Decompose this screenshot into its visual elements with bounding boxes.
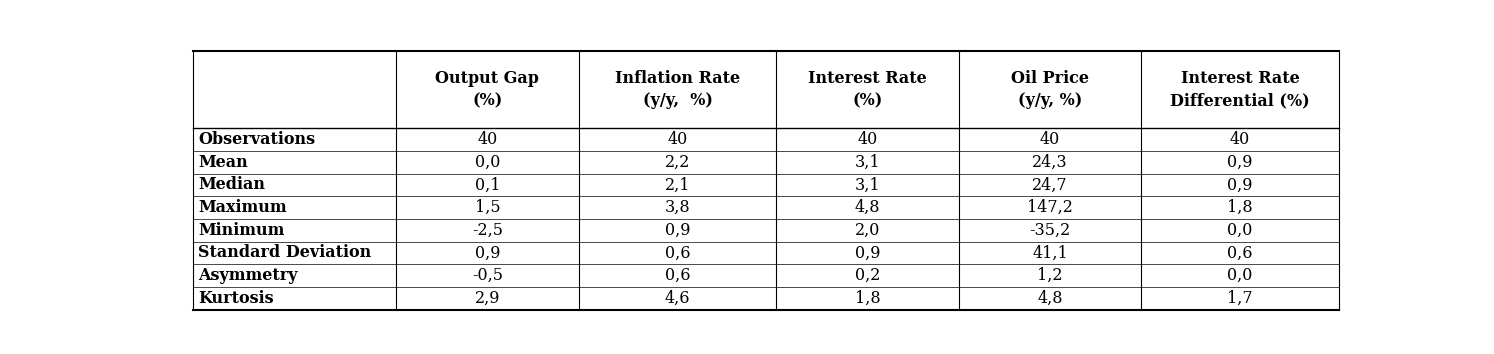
Text: Asymmetry: Asymmetry — [199, 267, 297, 284]
Text: 0,9: 0,9 — [475, 245, 500, 262]
Text: 0,6: 0,6 — [665, 245, 690, 262]
Text: 4,6: 4,6 — [665, 290, 690, 307]
Text: 0,9: 0,9 — [855, 245, 880, 262]
Text: 0,9: 0,9 — [665, 222, 690, 239]
Text: 0,9: 0,9 — [1228, 177, 1253, 194]
Text: 0,1: 0,1 — [475, 177, 500, 194]
Text: 0,6: 0,6 — [665, 267, 690, 284]
Text: -2,5: -2,5 — [472, 222, 503, 239]
Text: Differential (%): Differential (%) — [1170, 92, 1310, 109]
Text: 40: 40 — [858, 131, 877, 148]
Text: 0,0: 0,0 — [1228, 267, 1253, 284]
Text: 3,8: 3,8 — [665, 199, 690, 216]
Text: 0,0: 0,0 — [1228, 222, 1253, 239]
Text: Maximum: Maximum — [199, 199, 287, 216]
Text: 2,2: 2,2 — [665, 154, 690, 171]
Text: 0,9: 0,9 — [1228, 154, 1253, 171]
Text: (%): (%) — [472, 92, 502, 109]
Text: 0,6: 0,6 — [1228, 245, 1253, 262]
Text: 2,1: 2,1 — [665, 177, 690, 194]
Text: 40: 40 — [1230, 131, 1250, 148]
Text: Kurtosis: Kurtosis — [199, 290, 273, 307]
Text: Output Gap: Output Gap — [435, 70, 539, 87]
Text: 1,8: 1,8 — [1227, 199, 1253, 216]
Text: 40: 40 — [1040, 131, 1061, 148]
Text: 1,7: 1,7 — [1227, 290, 1253, 307]
Text: 3,1: 3,1 — [855, 154, 880, 171]
Text: 147,2: 147,2 — [1028, 199, 1073, 216]
Text: 40: 40 — [477, 131, 498, 148]
Text: Oil Price: Oil Price — [1011, 70, 1089, 87]
Text: 0,2: 0,2 — [855, 267, 880, 284]
Text: 4,8: 4,8 — [855, 199, 880, 216]
Text: 0,0: 0,0 — [475, 154, 500, 171]
Text: Standard Deviation: Standard Deviation — [199, 245, 372, 262]
Text: Minimum: Minimum — [199, 222, 285, 239]
Text: Interest Rate: Interest Rate — [808, 70, 926, 87]
Text: (y/y, %): (y/y, %) — [1017, 92, 1082, 109]
Text: -0,5: -0,5 — [472, 267, 503, 284]
Text: Inflation Rate: Inflation Rate — [616, 70, 740, 87]
Text: 24,3: 24,3 — [1032, 154, 1068, 171]
Text: 2,0: 2,0 — [855, 222, 880, 239]
Text: 40: 40 — [668, 131, 687, 148]
Text: 24,7: 24,7 — [1032, 177, 1068, 194]
Text: 1,5: 1,5 — [475, 199, 500, 216]
Text: 1,2: 1,2 — [1037, 267, 1062, 284]
Text: Median: Median — [199, 177, 266, 194]
Text: (%): (%) — [853, 92, 883, 109]
Text: -35,2: -35,2 — [1029, 222, 1071, 239]
Text: Observations: Observations — [199, 131, 315, 148]
Text: (y/y,  %): (y/y, %) — [642, 92, 713, 109]
Text: 3,1: 3,1 — [855, 177, 880, 194]
Text: Interest Rate: Interest Rate — [1180, 70, 1300, 87]
Text: 41,1: 41,1 — [1032, 245, 1068, 262]
Text: 1,8: 1,8 — [855, 290, 880, 307]
Text: 4,8: 4,8 — [1037, 290, 1062, 307]
Text: Mean: Mean — [199, 154, 248, 171]
Text: 2,9: 2,9 — [475, 290, 500, 307]
